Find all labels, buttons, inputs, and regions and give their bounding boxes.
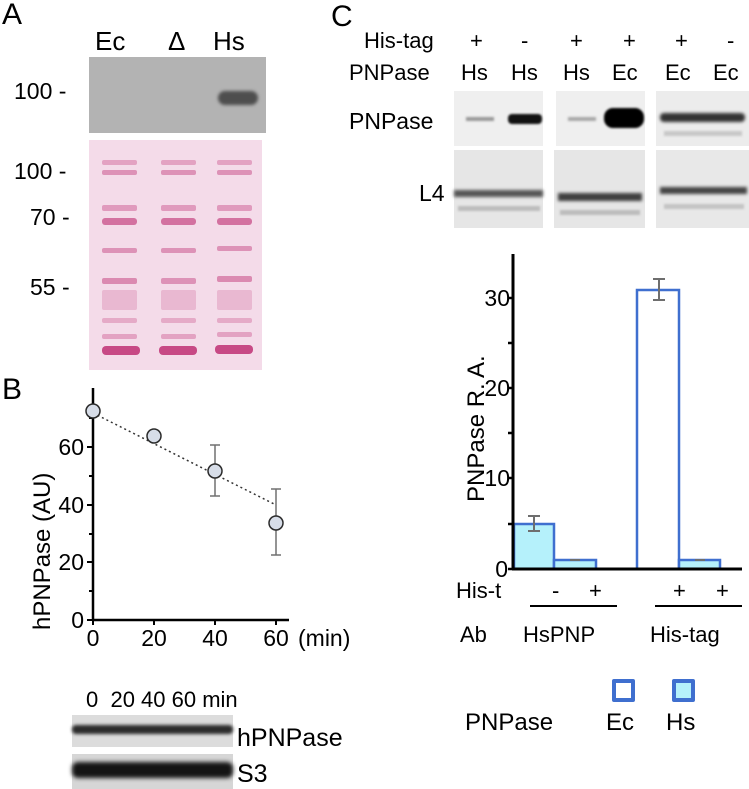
data-points bbox=[85, 403, 284, 531]
y-tick-40: 40 bbox=[58, 492, 84, 518]
pnpase-5: Ec bbox=[665, 60, 691, 85]
ab-label: Ab bbox=[460, 622, 487, 647]
error-bars bbox=[210, 444, 281, 556]
y-tick-20: 20 bbox=[58, 549, 84, 575]
blot-b-label-s3: S3 bbox=[237, 760, 268, 788]
his-tag-3: + bbox=[570, 28, 583, 53]
his-tag-4: + bbox=[623, 28, 636, 53]
bar-y-axis-label: PNPase R. A. bbox=[463, 355, 490, 502]
trendline bbox=[92, 412, 277, 506]
lane-1 bbox=[102, 160, 140, 355]
blot-b-s3 bbox=[72, 754, 233, 789]
ponceau-marker-70: 70 - bbox=[30, 204, 70, 230]
his-t-3: + bbox=[673, 578, 686, 603]
y-tick-0: 0 bbox=[71, 607, 84, 633]
x-tick-20: 20 bbox=[141, 625, 167, 651]
x-tick-60: 60 bbox=[263, 625, 289, 651]
pnpase-4: Ec bbox=[612, 60, 638, 85]
ab-group-hspnp: HsPNP bbox=[523, 622, 596, 647]
bar-y-tick-30: 30 bbox=[484, 285, 510, 311]
blot-c-label-l4: L4 bbox=[419, 180, 445, 206]
his-t-2: + bbox=[589, 578, 602, 603]
pnpase-2: Hs bbox=[511, 60, 538, 85]
legend-label-ec: Ec bbox=[606, 709, 635, 736]
y-tick-60: 60 bbox=[58, 434, 84, 460]
blot-c-label-pnpase: PNPase bbox=[349, 108, 434, 134]
western-marker-100: 100 - bbox=[14, 78, 67, 104]
blot-c-l4-1 bbox=[454, 150, 543, 228]
band-hs bbox=[218, 91, 258, 105]
his-t-label: His-t bbox=[456, 578, 502, 603]
point-60 bbox=[268, 515, 284, 531]
blot-c-pnpase-1 bbox=[454, 91, 543, 146]
legend-swatch-ec bbox=[612, 679, 635, 702]
his-t-1: - bbox=[552, 578, 560, 603]
his-t-4: + bbox=[716, 578, 729, 603]
x-unit-label: (min) bbox=[298, 625, 350, 651]
ab-group-histag: His-tag bbox=[650, 622, 720, 647]
pnpase-1: Hs bbox=[461, 60, 488, 85]
ponceau-stain-a bbox=[89, 140, 262, 370]
panel-c-letter: C bbox=[331, 0, 353, 33]
legend-swatch-hs bbox=[672, 679, 695, 702]
pnpase-6: Ec bbox=[713, 60, 739, 85]
ponceau-marker-55: 55 - bbox=[30, 274, 70, 300]
blot-c-l4-2 bbox=[554, 150, 645, 228]
ra-bar-chart: PNPase R. A. 0 10 20 30 bbox=[463, 254, 742, 580]
blot-b-hpnpase bbox=[72, 715, 233, 747]
x-tick-40: 40 bbox=[202, 625, 228, 651]
bar-histag-ec bbox=[635, 288, 681, 571]
his-tag-2: - bbox=[521, 28, 529, 53]
blot-b-header: 0 20 40 60 min bbox=[86, 687, 238, 712]
his-tag-5: + bbox=[675, 28, 688, 53]
blot-b-label-hpnpase: hPNPase bbox=[237, 724, 343, 752]
his-tag-1: + bbox=[470, 28, 483, 53]
row-header-pnpase: PNPase bbox=[349, 60, 430, 85]
western-blot-a bbox=[89, 57, 266, 133]
ponceau-marker-100: 100 - bbox=[14, 158, 67, 184]
blot-c-pnpase-2 bbox=[556, 91, 645, 146]
lane-3 bbox=[215, 160, 253, 354]
underline-histag bbox=[655, 605, 742, 607]
bar-y-tick-0: 0 bbox=[495, 556, 508, 580]
lane-label-delta: Δ bbox=[168, 26, 186, 56]
legend-label-hs: Hs bbox=[666, 709, 696, 736]
blot-c-pnpase-3 bbox=[656, 91, 749, 146]
pnpase-3: Hs bbox=[563, 60, 590, 85]
underline-hspnp bbox=[530, 605, 617, 607]
panel-b-letter: B bbox=[2, 373, 23, 406]
lane-label-ec: Ec bbox=[95, 26, 126, 56]
bar-y-tick-10: 10 bbox=[484, 465, 510, 491]
timecourse-chart: hPNPase (AU) 0 20 40 60 0 20 40 60 (min) bbox=[29, 388, 350, 651]
lane-label-hs: Hs bbox=[213, 26, 245, 56]
his-tag-6: - bbox=[727, 28, 735, 53]
x-tick-0: 0 bbox=[87, 625, 100, 651]
panel-a-letter: A bbox=[2, 0, 23, 31]
point-20 bbox=[146, 428, 162, 444]
blot-c-l4-3 bbox=[656, 150, 749, 228]
lane-2 bbox=[159, 160, 197, 355]
bar-y-tick-20: 20 bbox=[484, 375, 510, 401]
bar-error-bars bbox=[528, 278, 705, 561]
point-40 bbox=[207, 463, 223, 479]
legend-title: PNPase bbox=[465, 709, 554, 736]
point-0 bbox=[85, 403, 101, 419]
y-axis-label: hPNPase (AU) bbox=[29, 473, 56, 630]
row-header-his-tag: His-tag bbox=[364, 28, 434, 53]
